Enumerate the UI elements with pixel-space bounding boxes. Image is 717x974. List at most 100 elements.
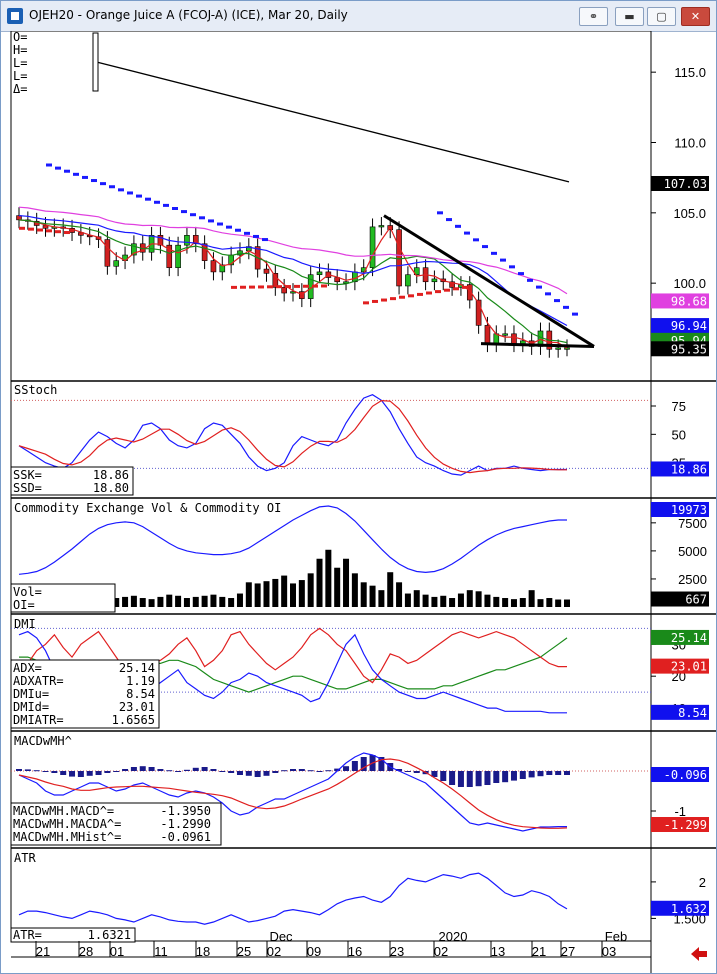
macd-hist-bar <box>219 771 226 772</box>
macd-hist-bar <box>360 757 367 771</box>
ma-green-line <box>18 219 568 344</box>
macd-hist-bar <box>325 770 332 772</box>
ma-blue-line <box>18 215 568 327</box>
candle-body <box>166 244 173 268</box>
volume-bar <box>493 596 500 607</box>
dmi-title: DMI <box>14 617 36 631</box>
vol-title: Commodity Exchange Vol & Commodity OI <box>14 501 281 515</box>
x-day-label: 02 <box>434 944 448 959</box>
arrow-left-icon[interactable] <box>689 945 709 963</box>
candle-body <box>175 244 181 268</box>
ohlc-readout-label: Δ= <box>13 82 27 96</box>
vol-tick-label: 5000 <box>678 544 707 559</box>
volume-bar <box>396 582 403 607</box>
macd-hist-bar <box>86 771 93 776</box>
dmi-readout-label: ADXATR= <box>13 674 64 688</box>
macd-hist-bar <box>555 771 562 775</box>
dmi-readout-label: DMId= <box>13 700 49 714</box>
dmid-last-label: 23.01 <box>671 660 707 674</box>
candle-body <box>201 243 208 261</box>
vol-readout-vol: Vol= <box>13 585 42 599</box>
macd-hist-bar <box>148 767 155 771</box>
volume-bar <box>431 596 438 607</box>
volume-bar <box>343 558 350 607</box>
link-icon[interactable]: ⚭ <box>579 7 608 26</box>
sma-pink-label-bg <box>651 293 709 309</box>
app-icon <box>7 8 23 24</box>
trendline-down <box>383 214 595 348</box>
long-ma-line <box>97 61 570 183</box>
macd-hist-bar <box>157 769 164 771</box>
macd-hist-bar <box>228 771 235 773</box>
maximize-icon[interactable]: ▢ <box>647 7 676 26</box>
macd-hist-bar <box>493 771 500 783</box>
macd-hist-bar <box>201 767 208 771</box>
sma-blue-label-bg <box>651 318 709 334</box>
volume-bar <box>422 594 429 607</box>
volume-bar <box>122 596 129 607</box>
macd-signal-last-label: -1.299 <box>664 818 707 832</box>
volume-bar <box>484 594 491 607</box>
volume-bar <box>272 578 279 607</box>
vol-last-label: 667 <box>685 593 707 607</box>
macd-hist-bar <box>510 771 517 781</box>
x-month-label: Dec <box>269 929 293 944</box>
last-close-label: 95.35 <box>671 342 707 356</box>
volume-bar <box>236 593 243 607</box>
price-last-label-bg <box>651 175 709 191</box>
close-icon[interactable]: ✕ <box>681 7 710 26</box>
macd-readout-label: MACDwMH.MACD^= <box>13 804 114 818</box>
macd-hist-bar <box>537 771 544 777</box>
macd-hist-bar <box>245 771 252 776</box>
sma-pink-label: 98.68 <box>671 294 707 308</box>
price-tick-label: 100.0 <box>673 276 706 291</box>
adx-last-label-bg <box>651 629 709 645</box>
volume-bar <box>528 590 535 607</box>
macd-hist-bar <box>236 771 243 775</box>
vol-tick-label: 7500 <box>678 516 707 531</box>
x-day-label: 09 <box>307 944 321 959</box>
volume-bar <box>254 583 261 607</box>
stoch-title: SStoch <box>14 383 57 397</box>
macd-hist-bar <box>139 766 146 771</box>
stoch-tick-label: 50 <box>672 427 686 442</box>
macd-hist-bar <box>431 771 438 777</box>
macd-hist-bar <box>404 771 411 772</box>
dmi-readout-value: 25.14 <box>119 661 155 675</box>
vol-last-label-bg <box>651 591 709 607</box>
dmi-readout-label: DMIATR= <box>13 713 64 727</box>
last-close-label-bg <box>651 341 709 357</box>
candle-body <box>210 260 217 273</box>
volume-bar <box>502 598 509 607</box>
atr-readout-box <box>10 927 136 943</box>
macd-tick-label: -1 <box>674 804 686 819</box>
macd-hist-bar <box>104 771 111 773</box>
macd-hist-bar <box>290 769 296 771</box>
candle-body <box>316 271 323 276</box>
dmi-readout-value: 23.01 <box>119 700 155 714</box>
macd-hist-bar <box>396 769 403 771</box>
title-bar[interactable]: OJEH20 - Orange Juice A (FCOJ-A) (ICE), … <box>1 1 716 32</box>
dmi-readout-label: DMIu= <box>13 687 49 701</box>
macd-readout-value: -1.2990 <box>160 817 211 831</box>
stoch-readout-ssd-value: 18.80 <box>93 481 129 495</box>
candle-body <box>511 333 517 344</box>
macd-hist-bar <box>343 766 350 771</box>
stoch-last-label: 18.86 <box>671 462 707 476</box>
minimize-icon[interactable]: ▬ <box>615 7 644 26</box>
volume-bar <box>334 567 341 607</box>
x-day-label: 11 <box>154 944 168 959</box>
stoch-readout-ssk: SSK= <box>13 468 42 482</box>
x-day-label: 01 <box>110 944 124 959</box>
volume-bar <box>360 582 367 607</box>
dmiu-last-label: 8.54 <box>678 706 707 720</box>
volume-bar <box>281 575 288 607</box>
macd-hist-bar <box>449 771 456 785</box>
volume-bar <box>201 595 208 607</box>
ohlc-marker-bar <box>92 32 99 92</box>
stoch-readout-box <box>10 466 134 496</box>
x-day-label: 18 <box>196 944 210 959</box>
volume-bar <box>316 558 323 607</box>
dmi-readout-value: 8.54 <box>126 687 155 701</box>
